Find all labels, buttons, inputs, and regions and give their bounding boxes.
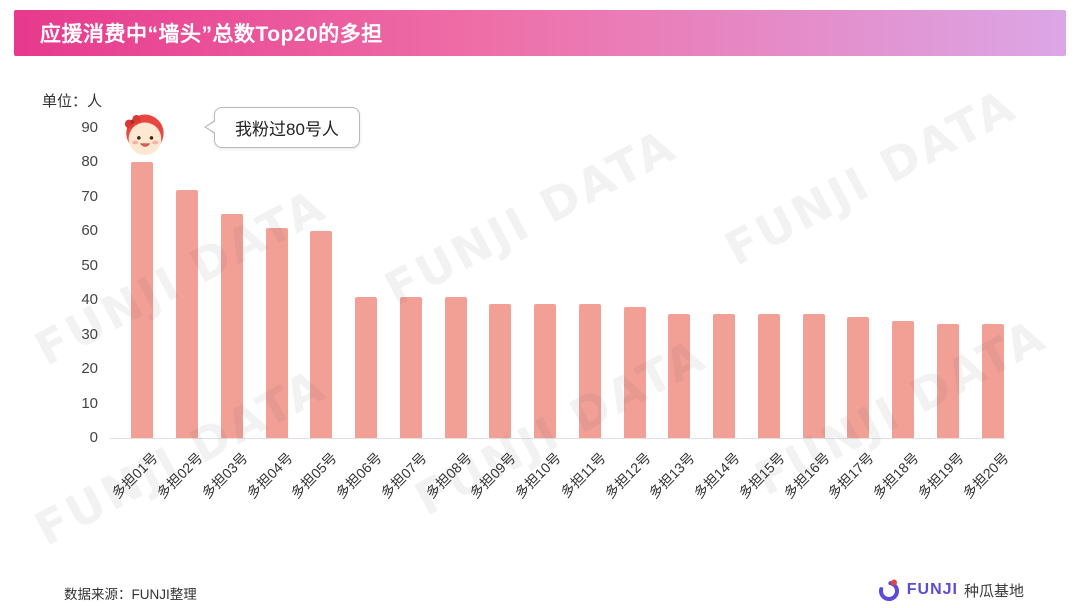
- logo-suffix-text: 种瓜基地: [963, 582, 1024, 600]
- bar-多担07号: [399, 296, 422, 438]
- logo-brand-text: FUNJI: [906, 581, 958, 598]
- bar-多担02号: [176, 190, 199, 438]
- y-tick-label: 30: [81, 325, 98, 343]
- y-tick-label: 60: [81, 222, 98, 240]
- y-tick-label: 0: [89, 429, 98, 446]
- y-tick-label: 40: [81, 291, 98, 309]
- bar-多担15号: [757, 314, 780, 438]
- y-tick-label: 20: [81, 360, 98, 378]
- header-banner: 应援消费中“墙头”总数Top20的多担: [14, 10, 1066, 56]
- bar-多担20号: [981, 324, 1004, 438]
- page-title: 应援消费中“墙头”总数Top20的多担: [40, 23, 383, 46]
- bar-多担04号: [265, 227, 288, 438]
- bar-多担11号: [578, 303, 601, 438]
- y-tick-label: 10: [81, 394, 98, 412]
- bar-多担16号: [802, 314, 825, 438]
- bar-多担17号: [847, 317, 870, 438]
- bar-多担05号: [310, 231, 333, 438]
- bar-多担06号: [355, 296, 378, 438]
- y-tick-label: 70: [81, 187, 98, 205]
- funji-logo-icon: [878, 579, 899, 601]
- bar-多担09号: [489, 303, 512, 438]
- y-tick-label: 90: [81, 119, 98, 136]
- bar-多担12号: [623, 307, 646, 438]
- y-tick-label: 80: [81, 153, 98, 171]
- bar-多担18号: [892, 320, 915, 438]
- bar-多担01号: [131, 162, 154, 438]
- bar-多担08号: [444, 296, 467, 438]
- y-tick-label: 50: [81, 256, 98, 274]
- bar-多担03号: [220, 214, 243, 438]
- bar-多担19号: [936, 324, 959, 438]
- girl-face-icon: [124, 114, 164, 156]
- speech-bubble: 我粉过80号人: [204, 107, 360, 148]
- data-source: 数据来源：FUNJI整理: [64, 587, 197, 602]
- bar-多担10号: [534, 303, 557, 438]
- funji-logo: FUNJI 种瓜基地: [877, 578, 1024, 602]
- bar-chart-plot-area: 0 10 20 30 40 50 60 70 80 90 多担01号 多担02号 多担03号 多担04号多…: [81, 119, 1011, 501]
- bar-多担13号: [668, 314, 691, 438]
- unit-label: 单位：人: [42, 93, 103, 110]
- bar-多担14号: [713, 314, 736, 438]
